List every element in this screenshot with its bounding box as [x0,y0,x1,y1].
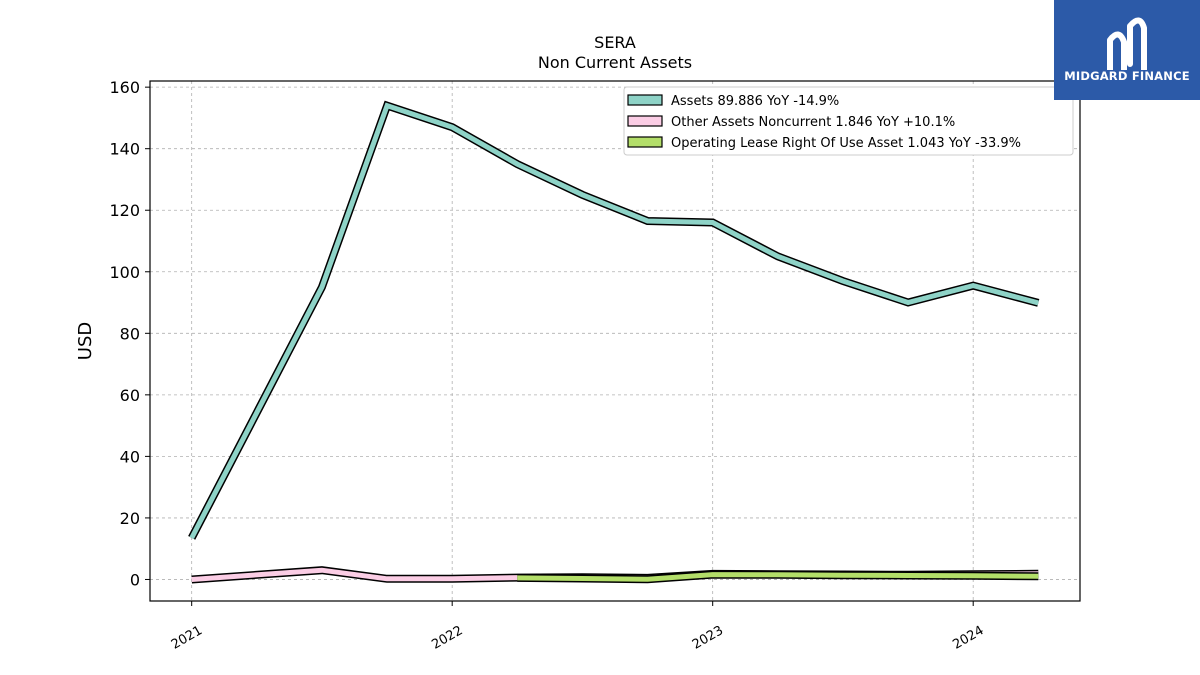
y-axis: 0 20 40 60 80 100 120 140 160 [109,78,150,589]
chart-title: SERA [594,33,636,52]
y-tick-label: 160 [109,78,140,97]
legend-swatch [627,136,663,148]
series-lines [188,100,1040,584]
plot-area-frame [149,80,1081,602]
y-tick-label: 100 [109,263,140,282]
y-tick-label: 80 [120,324,140,343]
legend-label: Operating Lease Right Of Use Asset 1.043… [671,136,1021,151]
x-tick-label: 2021 [169,623,205,653]
y-tick-label: 40 [120,447,140,466]
x-axis: 2021 2022 2023 2024 [169,601,987,653]
legend-label: Other Assets Noncurrent 1.846 YoY +10.1% [671,115,955,130]
legend: Assets 89.886 YoY -14.9% Other Assets Non… [623,86,1074,156]
legend-swatch [627,115,663,127]
legend-frame [623,86,1074,156]
x-tick-label: 2022 [429,623,465,653]
y-axis-label: USD [75,322,96,360]
brand-logo: MIDGARD FINANCE [1054,0,1200,100]
series-outline [188,100,1040,540]
series-line [517,572,1039,582]
x-tick-label: 2024 [950,623,986,653]
chart-subtitle: Non Current Assets [538,53,692,72]
midgard-m-logo-icon [1107,17,1147,70]
y-tick-label: 60 [120,386,140,405]
brand-name: MIDGARD FINANCE [1064,69,1190,83]
x-tick-label: 2023 [690,623,726,653]
legend-label: Assets 89.886 YoY -14.9% [671,94,839,109]
y-tick-label: 20 [120,509,140,528]
legend-swatch [627,94,663,106]
y-tick-label: 120 [109,201,140,220]
series-line [189,102,1039,540]
y-tick-label: 0 [130,570,140,589]
y-tick-label: 140 [109,140,140,159]
